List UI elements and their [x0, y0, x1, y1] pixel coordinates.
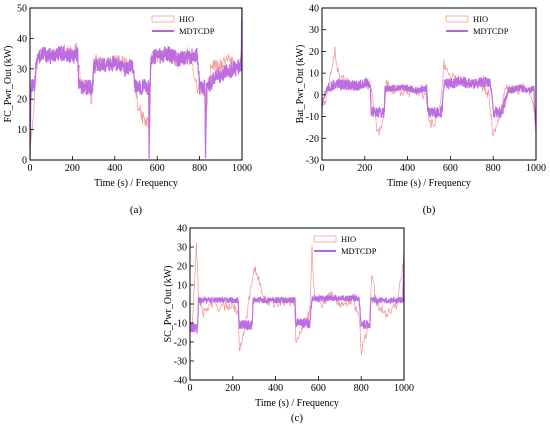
x-tick-label: 200: [225, 383, 240, 394]
y-tick-label: 0: [314, 90, 319, 101]
y-tick-label: -30: [306, 156, 319, 167]
x-axis-title: Time (s) / Frequency: [255, 398, 339, 409]
x-tick-label: 800: [354, 383, 369, 394]
series-line-mdtcdp: [30, 8, 242, 160]
y-axis-title: FC_Pwr_Out (kW): [3, 46, 14, 123]
x-tick-label: 0: [320, 163, 325, 174]
panel-label: (a): [130, 204, 143, 216]
legend-label: HIO: [179, 14, 194, 24]
legend-swatch: [445, 15, 469, 23]
y-tick-label: -40: [174, 376, 187, 387]
series-line-hio: [322, 46, 536, 137]
legend-label: MDTCDP: [179, 26, 215, 36]
y-tick-label: 40: [309, 4, 319, 15]
y-axis-title: Bat_Pwr_Out (kW): [295, 45, 306, 124]
y-tick-label: 0: [22, 156, 27, 167]
y-tick-label: 30: [177, 243, 187, 254]
x-tick-label: 400: [400, 163, 415, 174]
x-axis-title: Time (s) / Frequency: [94, 178, 178, 189]
y-tick-label: -20: [306, 134, 319, 145]
x-tick-label: 400: [268, 383, 283, 394]
x-tick-label: 600: [150, 163, 165, 174]
y-tick-label: 40: [17, 34, 27, 45]
x-tick-label: 800: [486, 163, 501, 174]
y-tick-label: 20: [177, 262, 187, 273]
x-tick-label: 1000: [232, 163, 252, 174]
y-tick-label: 0: [182, 300, 187, 311]
series-line-mdtcdp: [190, 249, 404, 334]
x-tick-label: 1000: [526, 163, 546, 174]
y-tick-label: 20: [17, 95, 27, 106]
y-tick-label: 20: [309, 47, 319, 58]
series-line-mdtcdp: [322, 76, 536, 132]
x-tick-label: 200: [357, 163, 372, 174]
y-tick-label: 30: [309, 25, 319, 36]
y-axis-title: SC_Pwr_Out (kW): [163, 266, 174, 343]
panel-label: (b): [423, 204, 436, 216]
x-axis-title: Time (s) / Frequency: [387, 178, 471, 189]
legend-label: MDTCDP: [341, 246, 377, 256]
x-tick-label: 0: [28, 163, 33, 174]
x-tick-label: 200: [65, 163, 80, 174]
y-tick-label: -20: [174, 338, 187, 349]
chart-panel-a: 0 200 400 600 800 1000 0 10 20 30 40 50 Time (s) / F…: [3, 4, 252, 217]
chart-panel-b: 0 200 400 600 800 1000 -30 -20 -10 0 10 20 30 40 Time …: [295, 4, 546, 217]
y-tick-label: 10: [17, 125, 27, 136]
x-tick-label: 600: [311, 383, 326, 394]
y-tick-label: 10: [309, 69, 319, 80]
x-tick-label: 1000: [394, 383, 414, 394]
legend-swatch: [313, 235, 337, 243]
y-tick-label: 40: [177, 224, 187, 235]
plot-frame: [321, 7, 537, 161]
y-tick-label: 50: [17, 4, 27, 15]
chart-panel-c: 0 200 400 600 800 1000 -40 -30 -20 -10 0 10 20 30 40 Ti…: [163, 224, 414, 425]
panel-label: (c): [291, 412, 304, 424]
y-tick-label: -10: [174, 319, 187, 330]
plot-frame: [29, 7, 243, 161]
x-tick-label: 800: [192, 163, 207, 174]
y-tick-label: -10: [306, 112, 319, 123]
x-tick-label: 600: [443, 163, 458, 174]
legend-swatch: [151, 15, 175, 23]
legend-label: HIO: [341, 234, 356, 244]
y-tick-label: 10: [177, 281, 187, 292]
x-tick-label: 400: [107, 163, 122, 174]
y-tick-label: 30: [17, 64, 27, 75]
legend-label: HIO: [473, 14, 488, 24]
legend-label: MDTCDP: [473, 26, 509, 36]
y-tick-label: -30: [174, 357, 187, 368]
x-tick-label: 0: [188, 383, 193, 394]
